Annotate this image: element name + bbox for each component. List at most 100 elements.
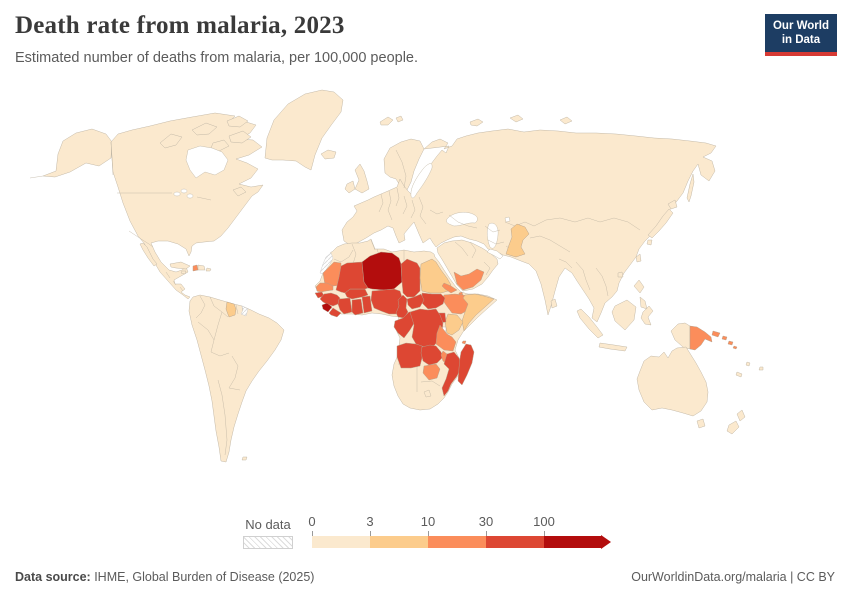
- lake-erie-ontario: [186, 193, 194, 199]
- island-sakhalin[interactable]: [686, 173, 695, 203]
- island-tasmania[interactable]: [696, 418, 706, 429]
- island-svalbard-1[interactable]: [379, 116, 394, 126]
- island-cuba[interactable]: [169, 261, 191, 270]
- country-niger[interactable]: [361, 251, 403, 291]
- country-gabon-congo[interactable]: [393, 311, 417, 339]
- country-pakistan[interactable]: [505, 223, 530, 258]
- island-japan-honshu[interactable]: [647, 208, 674, 239]
- island-new-zealand-north[interactable]: [736, 409, 746, 422]
- legend-no-data-swatch[interactable]: [243, 536, 293, 549]
- border-syria-iraq: [454, 241, 469, 257]
- country-chad[interactable]: [400, 258, 421, 298]
- legend-no-data-label: No data: [245, 517, 291, 532]
- country-comoros[interactable]: [461, 340, 467, 345]
- island-arctic-russia-1[interactable]: [469, 118, 484, 127]
- border-europe-5: [410, 199, 416, 219]
- island-great-britain[interactable]: [354, 163, 370, 194]
- landmass-alaska[interactable]: [42, 128, 113, 178]
- border-botswana-south-africa: [420, 380, 441, 387]
- country-senegal[interactable]: [315, 282, 334, 293]
- country-central-african-republic[interactable]: [406, 293, 425, 310]
- island-svalbard-2[interactable]: [395, 115, 404, 123]
- island-arctic-1[interactable]: [159, 133, 183, 149]
- legend-segment-100+[interactable]: [544, 536, 602, 548]
- country-yemen[interactable]: [453, 268, 485, 291]
- country-mozambique[interactable]: [441, 351, 463, 397]
- island-philippines-mindanao[interactable]: [639, 296, 648, 310]
- island-vanuatu[interactable]: [745, 361, 751, 367]
- country-tanzania[interactable]: [435, 324, 457, 352]
- country-togo-benin[interactable]: [361, 295, 373, 314]
- landmass-greenland[interactable]: [264, 89, 344, 171]
- country-kenya[interactable]: [444, 313, 464, 336]
- legend-segment-3-10[interactable]: [370, 536, 428, 548]
- country-guyana[interactable]: [225, 301, 237, 318]
- island-philippines-luzon[interactable]: [633, 279, 645, 294]
- island-japan-hokkaido[interactable]: [667, 199, 678, 210]
- island-arctic-russia-3[interactable]: [559, 116, 573, 125]
- legend-segment-10-30[interactable]: [428, 536, 486, 548]
- island-arctic-4[interactable]: [228, 130, 252, 144]
- landmass-scandinavia[interactable]: [383, 138, 425, 191]
- legend-segment-0-3[interactable]: [312, 536, 370, 548]
- island-fiji[interactable]: [758, 366, 764, 371]
- landmass-south-america[interactable]: [188, 294, 285, 463]
- country-french-guiana[interactable]: [240, 305, 249, 317]
- country-ghana[interactable]: [351, 298, 364, 316]
- landmass-baja-california[interactable]: [139, 242, 158, 267]
- island-arctic-russia-2[interactable]: [509, 114, 524, 123]
- island-jamaica[interactable]: [180, 270, 187, 275]
- country-guinea[interactable]: [319, 292, 341, 307]
- island-newfoundland[interactable]: [232, 186, 247, 197]
- country-papua-new-guinea[interactable]: [689, 325, 713, 351]
- island-ireland[interactable]: [344, 180, 356, 194]
- island-iceland[interactable]: [320, 149, 337, 160]
- owid-logo[interactable]: Our World in Data: [764, 14, 837, 56]
- island-sulawesi[interactable]: [640, 305, 654, 326]
- country-zimbabwe[interactable]: [422, 363, 441, 381]
- island-new-zealand-south[interactable]: [726, 420, 740, 435]
- legend-tick: [312, 531, 313, 536]
- country-somalia[interactable]: [461, 293, 495, 332]
- country-sierra-leone[interactable]: [321, 302, 333, 313]
- footer-attribution-link[interactable]: OurWorldinData.org/malaria | CC BY: [631, 570, 835, 584]
- island-new-guinea-west[interactable]: [670, 322, 691, 350]
- island-sumatra[interactable]: [576, 308, 604, 339]
- border-europe-4: [402, 195, 408, 215]
- legend-segment-30-100[interactable]: [486, 536, 544, 548]
- country-new-britain[interactable]: [711, 330, 721, 338]
- island-dominican-republic[interactable]: [197, 264, 206, 271]
- island-arctic-2[interactable]: [191, 122, 218, 136]
- footer-data-source: Data source: IHME, Global Burden of Dise…: [15, 570, 314, 584]
- island-sri-lanka[interactable]: [550, 298, 558, 309]
- footer-data-source-label: Data source:: [15, 570, 91, 584]
- country-liberia[interactable]: [328, 307, 342, 318]
- island-falklands[interactable]: [241, 456, 248, 461]
- island-arctic-3[interactable]: [226, 115, 249, 128]
- island-taiwan[interactable]: [635, 253, 642, 263]
- island-borneo[interactable]: [611, 299, 637, 331]
- country-solomon-islands[interactable]: [721, 335, 738, 350]
- country-zambia[interactable]: [420, 344, 444, 366]
- border-morocco-algeria: [333, 249, 354, 263]
- island-japan-kyushu[interactable]: [646, 239, 653, 246]
- island-puerto-rico[interactable]: [205, 267, 212, 272]
- island-arctic-5[interactable]: [210, 139, 230, 152]
- landmass-arabia[interactable]: [436, 239, 499, 292]
- island-new-caledonia[interactable]: [735, 371, 743, 378]
- border-canada-alaska: [110, 141, 114, 176]
- landmass-australia[interactable]: [636, 346, 709, 417]
- island-java[interactable]: [598, 342, 628, 352]
- legend-tick-label-30: 30: [478, 514, 494, 529]
- lake-huron: [180, 188, 188, 194]
- border-chile-argentina: [217, 379, 228, 456]
- border-saudi-oman: [483, 261, 491, 276]
- country-angola[interactable]: [396, 342, 423, 369]
- country-eritrea[interactable]: [441, 282, 458, 294]
- island-hainan[interactable]: [617, 271, 624, 278]
- legend-bar: 0 3 10 30 100: [308, 514, 624, 549]
- country-south-sudan[interactable]: [421, 292, 446, 310]
- country-haiti[interactable]: [192, 264, 199, 272]
- country-madagascar[interactable]: [457, 343, 475, 386]
